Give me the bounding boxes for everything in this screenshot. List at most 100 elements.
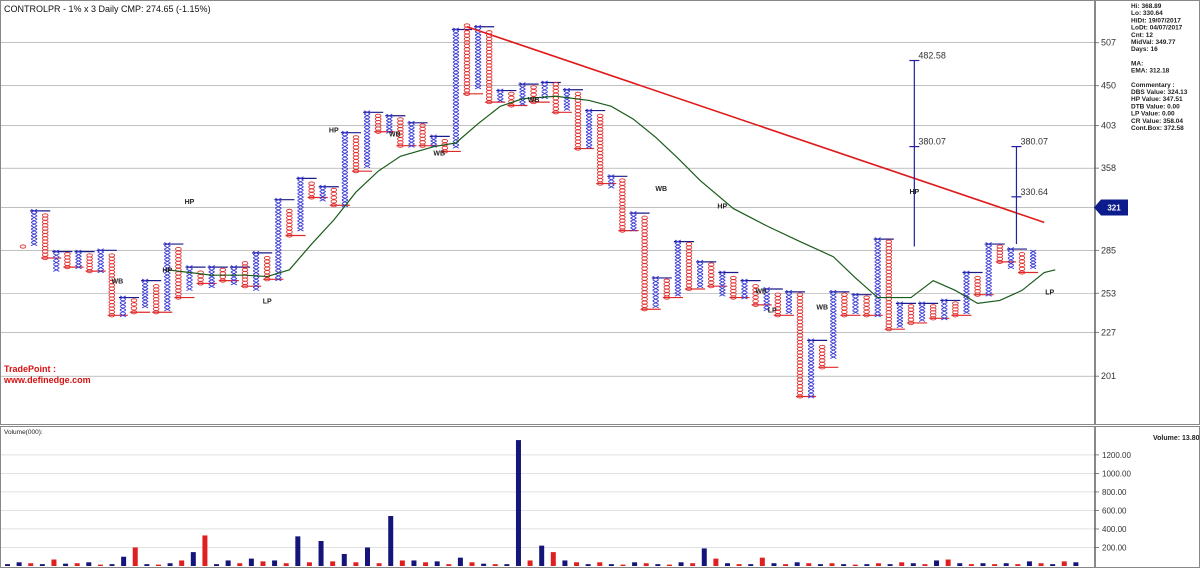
x-mark (474, 48, 482, 53)
volume-bar (434, 561, 440, 566)
volume-bar (318, 541, 324, 566)
x-column (319, 184, 326, 202)
x-mark (896, 320, 904, 325)
x-column (563, 87, 571, 111)
pattern-tags: HP HP HP HP HP LP LP LP WB WB WB WB WB WB WB (112, 97, 1055, 314)
price-tick-label: 201 (1101, 371, 1116, 381)
x-mark (275, 273, 282, 278)
x-mark (275, 256, 282, 261)
x-mark (674, 262, 682, 267)
x-mark (874, 313, 881, 318)
volume-bar (690, 563, 696, 566)
o-column (796, 292, 804, 399)
volume-bar (1038, 563, 1044, 566)
x-mark (918, 301, 926, 306)
o-mark (508, 91, 515, 96)
tradepoint-url[interactable]: www.definedge.com (3, 375, 91, 385)
x-mark (297, 210, 304, 215)
volume-bar (806, 563, 812, 566)
x-mark (741, 285, 748, 290)
x-mark (363, 150, 371, 155)
hp-tag: HP (717, 204, 727, 211)
x-column (918, 301, 926, 322)
x-mark (741, 295, 748, 300)
volume-bar (109, 564, 115, 566)
info-line: HiDt: 19/07/2017 (1131, 17, 1181, 24)
commentary-line: LP Value: 0.00 (1131, 111, 1175, 118)
x-mark (852, 306, 859, 311)
x-column (652, 275, 659, 309)
x-mark (985, 275, 992, 280)
o-mark (530, 92, 537, 97)
x-mark (452, 123, 460, 128)
volume-bar (272, 560, 278, 566)
o-mark (286, 233, 293, 238)
x-mark (474, 81, 482, 86)
x-mark (386, 126, 393, 131)
x-mark (408, 140, 415, 145)
x-mark (30, 225, 38, 230)
x-mark (541, 87, 548, 92)
x-mark (563, 103, 571, 108)
x-mark (363, 147, 371, 152)
volume-bar (980, 563, 986, 566)
x-mark (696, 277, 704, 282)
x-mark (830, 293, 837, 298)
volume-bar (794, 562, 800, 566)
o-mark (263, 277, 271, 282)
wb-tag: WB (816, 304, 828, 311)
x-mark (341, 168, 349, 173)
x-mark (830, 334, 837, 339)
volume-bar (446, 564, 452, 566)
x-mark (874, 306, 881, 311)
volume-bar (643, 563, 649, 566)
x-mark (164, 245, 171, 250)
o-mark (663, 295, 671, 300)
volume-bar (388, 516, 394, 566)
x-mark (807, 376, 815, 381)
x-column (497, 88, 504, 103)
x-mark (452, 117, 460, 122)
x-mark (785, 306, 793, 311)
volume-bar (74, 563, 80, 566)
o-mark (530, 100, 537, 105)
x-mark (474, 71, 482, 76)
volume-bar (97, 564, 103, 566)
o-mark (1018, 259, 1026, 264)
o-mark (152, 310, 160, 315)
volume-tick-label: 600.00 (1102, 506, 1127, 515)
x-mark (164, 259, 171, 264)
x-mark (585, 118, 593, 123)
x-mark (963, 290, 970, 295)
x-column (30, 208, 38, 247)
x-mark (164, 266, 171, 271)
wb-tag: WB (755, 288, 767, 295)
o-mark (108, 313, 116, 318)
o-mark (619, 228, 626, 233)
x-mark (585, 138, 593, 143)
volume-bar (190, 552, 196, 566)
o-mark (241, 284, 249, 289)
x-column (896, 301, 904, 329)
volume-panel-frame (0, 426, 1095, 568)
hp-tag: HP (162, 268, 172, 275)
trendline-path[interactable] (466, 25, 1045, 224)
x-mark (363, 140, 371, 145)
volume-bar (376, 563, 382, 566)
o-column (552, 82, 560, 115)
volume-bar (620, 564, 626, 566)
o-mark (841, 313, 848, 318)
o-column (841, 292, 848, 318)
volume-bar (678, 562, 684, 566)
x-mark (852, 296, 859, 301)
x-mark (319, 184, 326, 189)
x-mark (963, 300, 970, 305)
x-mark (985, 255, 992, 260)
o-mark (441, 149, 449, 154)
x-mark (275, 249, 282, 254)
o-mark (818, 365, 826, 370)
x-mark (785, 289, 793, 294)
volume-bar (155, 564, 161, 566)
